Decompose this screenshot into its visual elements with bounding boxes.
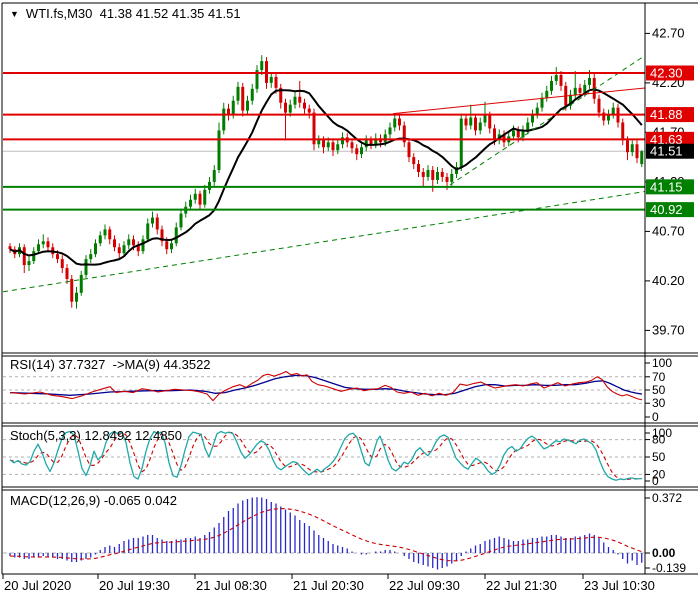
svg-text:20: 20	[652, 467, 666, 481]
time-axis-label: 20 Jul 2020	[4, 578, 71, 593]
price-level-badge: 41.88	[646, 107, 694, 123]
svg-text:0: 0	[652, 410, 659, 424]
svg-text:42.70: 42.70	[652, 25, 685, 40]
svg-text:80: 80	[652, 433, 666, 447]
price-level-badge: 41.63	[646, 131, 694, 147]
svg-text:41.88: 41.88	[650, 107, 683, 122]
macd-indicator-label: MACD(12,26,9) -0.065 0.042	[10, 493, 177, 508]
price-level-badge: 41.15	[646, 179, 694, 195]
time-axis-label: 21 Jul 20:30	[293, 578, 364, 593]
svg-text:0: 0	[652, 474, 659, 488]
svg-text:0.372: 0.372	[652, 491, 682, 505]
time-axis: 20 Jul 2020 20 Jul 19:30 21 Jul 08:30 21 Ju…	[2, 574, 655, 593]
rsi-indicator-label: RSI(14) 37.7327 ->MA(9) 44.3522	[10, 357, 211, 372]
macd-panel: 0.372 0.00-0.139	[3, 491, 686, 575]
price-axis: 42.7042.2041.7041.2040.7040.2039.7042.30…	[645, 25, 694, 337]
symbol-dropdown-icon[interactable]: ▼	[10, 9, 19, 19]
svg-text:0.00: 0.00	[652, 546, 676, 560]
main-price-chart	[3, 48, 656, 309]
time-axis-label: 22 Jul 09:30	[389, 578, 460, 593]
svg-text:30: 30	[652, 396, 666, 410]
price-level-badge: 41.51	[646, 143, 694, 159]
stoch-indicator-label: Stoch(5,3,3) 12.8492 12.4850	[10, 428, 183, 443]
svg-text:41.63: 41.63	[650, 132, 683, 147]
svg-text:70: 70	[652, 370, 666, 384]
svg-text:40.20: 40.20	[652, 273, 685, 288]
time-axis-label: 21 Jul 08:30	[196, 578, 267, 593]
svg-text:41.15: 41.15	[650, 179, 683, 194]
svg-text:100: 100	[652, 356, 672, 370]
trendlines-layer[interactable]	[3, 48, 656, 293]
svg-text:40.70: 40.70	[652, 223, 685, 238]
svg-text:40.92: 40.92	[650, 202, 683, 217]
svg-text:50: 50	[652, 450, 666, 464]
title-bar: ▼ WTI.fs,M30 41.38 41.52 41.35 41.51	[10, 7, 241, 21]
svg-text:-0.139: -0.139	[652, 561, 686, 575]
chart-title: WTI.fs,M30 41.38 41.52 41.35 41.51	[25, 6, 241, 21]
price-level-badge: 42.30	[646, 65, 694, 81]
svg-text:41.51: 41.51	[650, 144, 683, 159]
price-level-badge: 40.92	[646, 202, 694, 218]
time-axis-label: 20 Jul 19:30	[99, 578, 170, 593]
svg-text:100: 100	[652, 426, 672, 440]
window-borders	[1, 2, 698, 575]
time-axis-label: 23 Jul 10:30	[584, 578, 655, 593]
svg-text:39.70: 39.70	[652, 322, 685, 337]
candlesticks-layer	[8, 55, 644, 309]
svg-text:42.30: 42.30	[650, 66, 683, 81]
time-axis-label: 22 Jul 21:30	[486, 578, 557, 593]
price-levels-layer[interactable]	[3, 72, 645, 211]
svg-text:50: 50	[652, 383, 666, 397]
